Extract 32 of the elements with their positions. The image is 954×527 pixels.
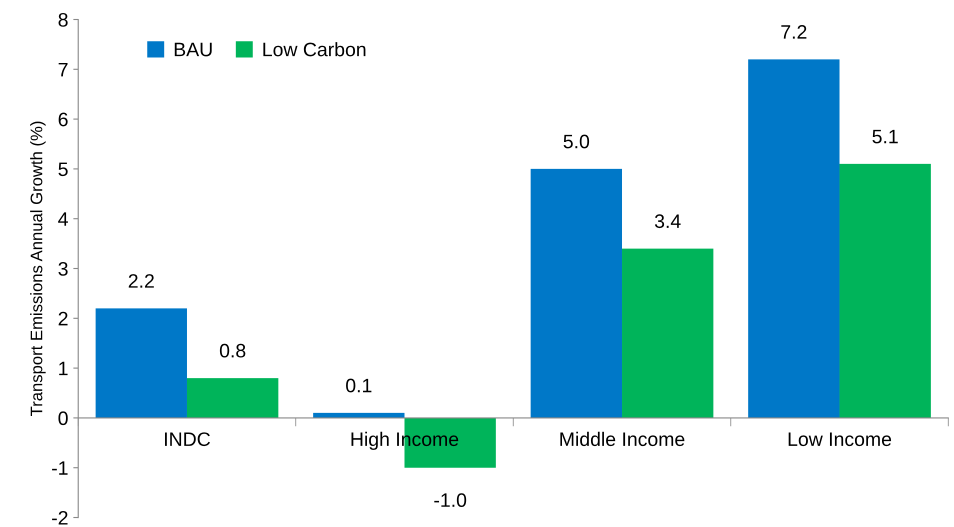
y-tick-label: 3	[58, 262, 68, 276]
y-tick-label: 5	[58, 162, 68, 176]
legend-label: BAU	[174, 42, 212, 56]
y-tick-label: 7	[58, 62, 68, 76]
y-tick-label: 0	[58, 411, 68, 426]
x-tick-label: INDC	[165, 432, 210, 446]
y-tick-label: -2	[52, 510, 68, 525]
data-label: 5.1	[872, 130, 898, 144]
bar	[186, 378, 278, 418]
bar	[96, 308, 187, 418]
bar	[622, 248, 714, 418]
x-tick-label: Low Income	[788, 432, 892, 446]
bar	[748, 59, 840, 418]
y-axis-title: Transport Emissions Annual Growth (%)	[30, 122, 46, 416]
y-tick-label: 2	[58, 312, 68, 326]
x-tick-label: Middle Income	[560, 432, 684, 446]
data-label: 5.0	[564, 134, 590, 148]
data-label: -1.0	[434, 493, 466, 507]
data-label: 2.2	[128, 274, 154, 288]
y-tick-label: 8	[58, 12, 68, 27]
data-label: 3.4	[654, 214, 681, 228]
y-tick-label: -1	[52, 461, 68, 475]
bar	[530, 168, 622, 418]
data-label: 0.1	[346, 378, 372, 392]
y-tick-label: 6	[58, 112, 68, 126]
data-label: 7.2	[781, 25, 806, 39]
legend-label: Low Carbon	[263, 42, 366, 56]
data-label: 0.8	[220, 344, 246, 358]
y-tick-label: 4	[58, 212, 68, 226]
bar	[840, 164, 931, 418]
y-tick-label: 1	[59, 362, 68, 376]
bar	[313, 412, 404, 418]
